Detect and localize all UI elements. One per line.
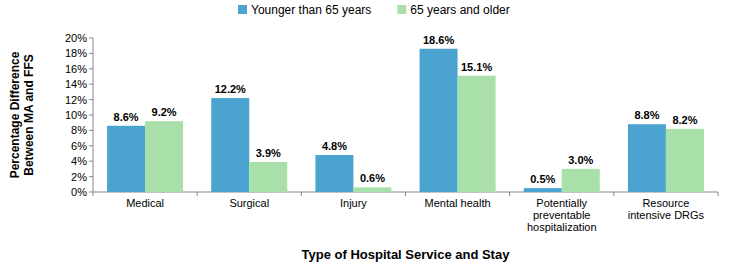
y-axis-line: [93, 38, 94, 192]
y-tick-label: 16%: [65, 63, 87, 75]
y-tick-label: 6%: [71, 140, 87, 152]
x-tick: [613, 192, 614, 196]
text-line: Surgical: [229, 197, 269, 209]
bar: [458, 76, 496, 192]
x-tick: [718, 192, 719, 196]
y-tick: [89, 53, 93, 54]
y-axis-title: Percentage DifferenceBetween MA and FFS: [8, 51, 36, 178]
x-tick-label: Potentiallypreventablehospitalization: [527, 197, 597, 233]
data-label: 8.2%: [672, 114, 697, 126]
text-line: Injury: [340, 197, 367, 209]
legend-swatch: [238, 5, 247, 14]
y-tick-label: 2%: [71, 171, 87, 183]
y-tick: [89, 84, 93, 85]
y-tick: [89, 68, 93, 69]
chart: Younger than 65 years 65 years and older 0…: [0, 0, 731, 267]
x-axis-title: Type of Hospital Service and Stay: [302, 247, 511, 262]
bar: [420, 49, 458, 192]
y-tick: [89, 115, 93, 116]
y-tick: [89, 161, 93, 162]
x-tick-label: Surgical: [229, 197, 269, 209]
legend-label: 65 years and older: [410, 3, 509, 17]
y-tick: [89, 192, 93, 193]
y-tick: [89, 145, 93, 146]
text-line: Potentially: [536, 197, 587, 209]
text-line: Percentage Difference: [8, 51, 22, 178]
text-line: preventable: [533, 209, 591, 221]
x-tick-label: Injury: [340, 197, 367, 209]
y-tick: [89, 38, 93, 39]
bar: [315, 155, 353, 192]
text-line: Resource: [642, 197, 689, 209]
data-label: 8.8%: [634, 109, 659, 121]
bar: [145, 121, 183, 192]
data-label: 0.5%: [530, 173, 555, 185]
x-tick-label: Resourceintensive DRGs: [628, 197, 705, 221]
y-tick-label: 0%: [71, 186, 87, 198]
text-line: Mental health: [425, 197, 491, 209]
bar: [628, 124, 666, 192]
y-tick: [89, 99, 93, 100]
bars: [107, 49, 704, 192]
data-label: 12.2%: [215, 83, 246, 95]
y-tick-label: 18%: [65, 47, 87, 59]
y-tick-label: 20%: [65, 32, 87, 44]
x-tick-label: Medical: [126, 197, 164, 209]
x-tick: [509, 192, 510, 196]
bar: [666, 129, 704, 192]
bar: [524, 188, 562, 192]
legend: Younger than 65 years 65 years and older: [238, 3, 510, 17]
bar: [562, 169, 600, 192]
data-label: 18.6%: [423, 34, 454, 46]
bar: [353, 187, 391, 192]
data-label: 0.6%: [360, 172, 385, 184]
x-tick: [405, 192, 406, 196]
x-tick-label: Mental health: [425, 197, 491, 209]
y-axis: 0% 2% 4% 6% 8% 10% 12% 14% 16% 18% 20%: [65, 32, 93, 198]
data-label: 15.1%: [461, 61, 492, 73]
data-label: 9.2%: [152, 106, 177, 118]
y-tick-label: 10%: [65, 109, 87, 121]
bar: [107, 126, 145, 192]
x-tick: [93, 192, 94, 196]
y-tick: [89, 176, 93, 177]
text-line: hospitalization: [527, 221, 597, 233]
x-tick: [301, 192, 302, 196]
y-tick: [89, 130, 93, 131]
x-tick: [197, 192, 198, 196]
bar: [211, 98, 249, 192]
data-label: 3.9%: [256, 147, 281, 159]
y-tick-label: 14%: [65, 78, 87, 90]
text-line: intensive DRGs: [628, 209, 705, 221]
x-axis: Medical Surgical Injury Mental health Potent…: [93, 192, 718, 233]
text-line: Between MA and FFS: [22, 54, 36, 176]
legend-swatch: [397, 5, 406, 14]
y-tick-label: 4%: [71, 155, 87, 167]
data-label: 3.0%: [568, 154, 593, 166]
text-line: Medical: [126, 197, 164, 209]
data-label: 4.8%: [322, 140, 347, 152]
y-tick-label: 8%: [71, 124, 87, 136]
data-labels: 8.6% 12.2% 4.8% 18.6% 0.5% 8.8% 9.2% 3.9% 0.6% 15…: [114, 34, 698, 185]
bar: [249, 162, 287, 192]
y-tick-label: 12%: [65, 94, 87, 106]
legend-label: Younger than 65 years: [251, 3, 371, 17]
data-label: 8.6%: [114, 111, 139, 123]
